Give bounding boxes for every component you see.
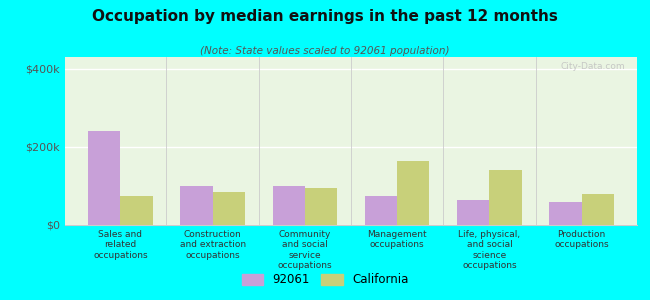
Bar bbox=[489, 170, 522, 225]
Bar bbox=[305, 188, 337, 225]
Text: (Note: State values scaled to 92061 population): (Note: State values scaled to 92061 popu… bbox=[200, 46, 450, 56]
Bar bbox=[457, 200, 489, 225]
Bar bbox=[120, 196, 153, 225]
Bar bbox=[549, 202, 582, 225]
Bar bbox=[180, 186, 213, 225]
Bar bbox=[397, 160, 430, 225]
Legend: 92061, California: 92061, California bbox=[237, 269, 413, 291]
Bar bbox=[88, 131, 120, 225]
Text: City-Data.com: City-Data.com bbox=[561, 62, 625, 71]
Bar bbox=[365, 196, 397, 225]
Bar bbox=[272, 186, 305, 225]
Text: Occupation by median earnings in the past 12 months: Occupation by median earnings in the pas… bbox=[92, 9, 558, 24]
Bar bbox=[582, 194, 614, 225]
Bar bbox=[213, 192, 245, 225]
